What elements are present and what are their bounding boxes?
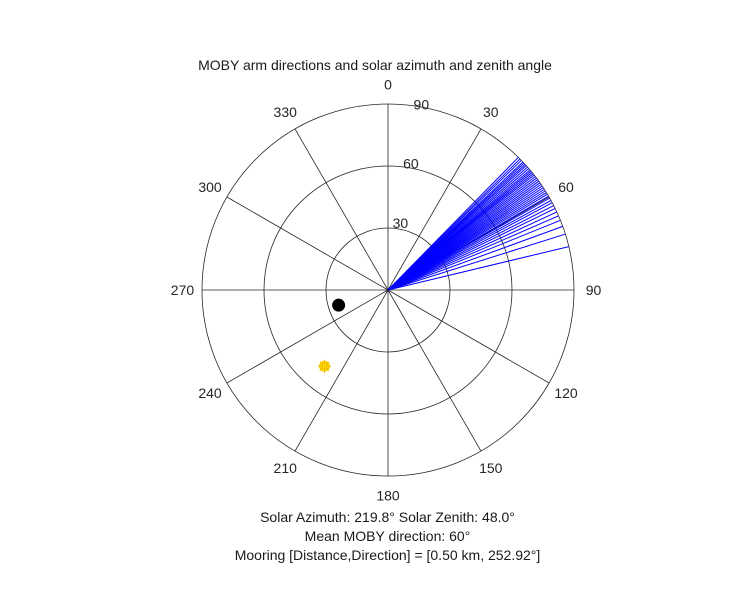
grid-spoke (226, 196, 389, 291)
angular-tick-label: 300 (198, 179, 222, 195)
arm-direction-line (387, 211, 558, 291)
grid-spoke (294, 289, 389, 452)
angular-tick-label: 30 (483, 104, 499, 120)
arm-direction-line (387, 215, 559, 291)
mooring-caption: Mooring [Distance,Direction] = [0.50 km,… (234, 547, 541, 563)
angular-tick-label: 0 (384, 76, 392, 92)
grid-spoke (387, 289, 482, 452)
arm-direction-line (387, 219, 561, 291)
solar-ray (319, 367, 324, 372)
grid-spoke (387, 289, 550, 384)
radial-tick-label: 60 (403, 156, 419, 172)
angular-tick-label: 60 (558, 179, 574, 195)
arm-direction-line (387, 202, 553, 291)
arm-direction-line (387, 233, 566, 291)
arm-direction-lines (387, 156, 569, 291)
radial-tick-label: 90 (414, 96, 430, 112)
mooring-marker (332, 298, 346, 312)
polar-grid (201, 103, 575, 477)
angular-tick-label: 180 (376, 488, 400, 504)
angular-tick-label: 330 (274, 104, 298, 120)
solar-ray (325, 361, 330, 366)
grid-spoke (294, 128, 389, 291)
angular-tick-label: 90 (586, 282, 602, 298)
solar-caption: Solar Azimuth: 219.8° Solar Zenith: 48.0… (260, 509, 515, 525)
angular-tick-label: 270 (171, 282, 195, 298)
solar-ray (325, 367, 330, 372)
arm-direction-line (387, 208, 556, 291)
chart-title: MOBY arm directions and solar azimuth an… (198, 57, 552, 73)
angular-tick-label: 240 (198, 385, 222, 401)
arm-direction-line (387, 225, 563, 291)
grid-spoke (387, 128, 482, 291)
tick-labels: 0 30 60 90 120 150 180 210 240 270 300 330 90 60 30 (171, 76, 602, 503)
grid-spoke (226, 289, 389, 384)
arm-direction-line (387, 205, 554, 291)
mean-direction-caption: Mean MOBY direction: 60° (304, 528, 471, 544)
radial-tick-label: 30 (393, 215, 409, 231)
solar-ray (319, 361, 324, 366)
arm-direction-line (387, 246, 569, 291)
angular-tick-label: 120 (554, 385, 578, 401)
angular-tick-label: 210 (274, 460, 298, 476)
angular-tick-label: 150 (479, 460, 503, 476)
markers (318, 298, 346, 373)
